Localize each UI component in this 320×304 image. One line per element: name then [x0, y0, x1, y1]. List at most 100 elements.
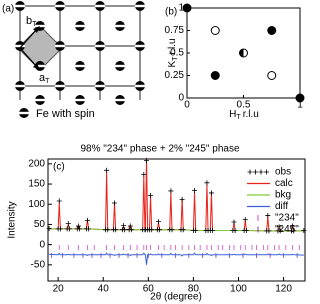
obs-point: [86, 226, 92, 232]
b-vector-label: bT: [26, 15, 37, 28]
spin-band: [15, 44, 25, 48]
obs-point: [266, 228, 272, 234]
spin-band: [15, 84, 25, 88]
x-tick-label: 120: [275, 284, 292, 295]
obs-point: [144, 158, 150, 164]
x-axis-label-main: H: [229, 109, 236, 120]
x-tick-label: 40: [98, 284, 110, 295]
obs-point: [149, 227, 155, 233]
obs-point: [112, 200, 118, 206]
a-vector-label: aT: [39, 72, 50, 85]
y-tick-label: -50: [31, 259, 46, 270]
obs-point: [113, 227, 119, 233]
obs-point: [193, 228, 199, 234]
spin-band: [15, 4, 25, 8]
legend-swatch: [253, 169, 258, 175]
figure: (a) bT aT Fe with spin 0 0.25 0.5 0.75 1 0 0.5…: [2, 1, 307, 303]
obs-point: [57, 226, 63, 232]
spin-band: [75, 64, 85, 68]
b-arrow: [19, 28, 38, 49]
legend-swatch: [247, 169, 253, 175]
x-tick-label: 0.5: [237, 100, 251, 111]
obs-point: [46, 225, 52, 231]
b-sub: T: [32, 21, 37, 28]
y-tick-label: 50: [34, 219, 46, 230]
y-tick-label: 0: [178, 93, 184, 104]
obs-point: [192, 188, 198, 194]
y-axis-label: KTr.l.u: [167, 38, 179, 67]
spin-band: [115, 64, 125, 68]
panel-label: (c): [53, 162, 65, 173]
obs-point: [148, 192, 154, 198]
obs-point: [168, 188, 174, 194]
obs-point: [127, 223, 133, 229]
obs-point: [277, 228, 283, 234]
spin-band: [55, 84, 65, 88]
obs-point: [290, 223, 296, 229]
x-tick-label: 1: [297, 100, 303, 111]
panel-label: (b): [165, 7, 177, 18]
obs-point: [141, 171, 147, 177]
obs-point: [65, 221, 71, 227]
chart-title: 98% "234" phase + 2% "245" phase: [80, 144, 239, 155]
x-tick-label: 60: [143, 284, 155, 295]
b-main: b: [26, 15, 32, 27]
spin-band: [135, 84, 145, 88]
b-arrowhead: [33, 26, 40, 33]
obs-point: [66, 226, 72, 232]
spin-band: [135, 4, 145, 8]
a-main: a: [39, 72, 46, 84]
spin-band: [115, 98, 125, 102]
obs-point: [276, 224, 282, 230]
point: [267, 26, 277, 35]
obs-point: [180, 227, 186, 233]
y-tick-label: 0.25: [165, 70, 185, 81]
y-tick-label: 0.75: [165, 25, 185, 36]
legend-swatch: [264, 169, 269, 175]
spin-band: [95, 4, 105, 8]
obs-point: [169, 227, 175, 233]
spin-sites: [15, 1, 145, 118]
obs-point: [301, 228, 307, 234]
spin-band: [75, 24, 85, 28]
x-tick-label: 0: [184, 100, 190, 111]
a-sub: T: [45, 78, 50, 85]
y-axis-label-main: K: [167, 61, 178, 68]
legend-label: "245": [275, 224, 299, 235]
panel-label: (a): [2, 4, 14, 15]
x-axis-label-rest: r.l.u: [243, 109, 259, 120]
point: [295, 93, 305, 103]
panel-a: (a) bT aT Fe with spin: [2, 1, 145, 120]
spin-band: [35, 64, 45, 68]
obs-point: [232, 228, 238, 234]
legend-label: diff: [275, 201, 288, 212]
x-axis-label-sub: T: [236, 114, 241, 121]
x-tick-label: 100: [230, 284, 247, 295]
plot-frame: [47, 158, 306, 282]
obs-point: [155, 219, 161, 225]
y-axis-label-sub: T: [172, 56, 179, 61]
y-tick-label: 1: [178, 3, 184, 14]
a-arrowhead: [33, 63, 40, 70]
y-tick-label: 150: [28, 179, 45, 190]
x-axis-label: 2θ (degree): [150, 292, 202, 303]
x-axis-label: HT r.l.u: [229, 109, 259, 121]
y-axis-label-rest: r.l.u: [167, 38, 178, 54]
y-tick-label: 0.5: [170, 48, 184, 59]
spin-band: [95, 84, 105, 88]
obs-point: [84, 217, 90, 223]
y-axis-label: Intensity: [7, 201, 18, 238]
legend-label: obs: [275, 167, 291, 178]
x-tick-label: 80: [188, 284, 200, 295]
spin-band: [75, 98, 85, 102]
a-arrow: [19, 47, 38, 68]
obs-point: [122, 227, 128, 233]
obs-point: [179, 196, 185, 202]
legend-label: calc: [275, 178, 293, 189]
obs-point: [104, 167, 110, 173]
point: [182, 3, 192, 13]
obs-point: [210, 228, 216, 234]
obs-point: [75, 223, 81, 229]
spin-band: [35, 98, 45, 102]
series-line: [49, 252, 304, 265]
